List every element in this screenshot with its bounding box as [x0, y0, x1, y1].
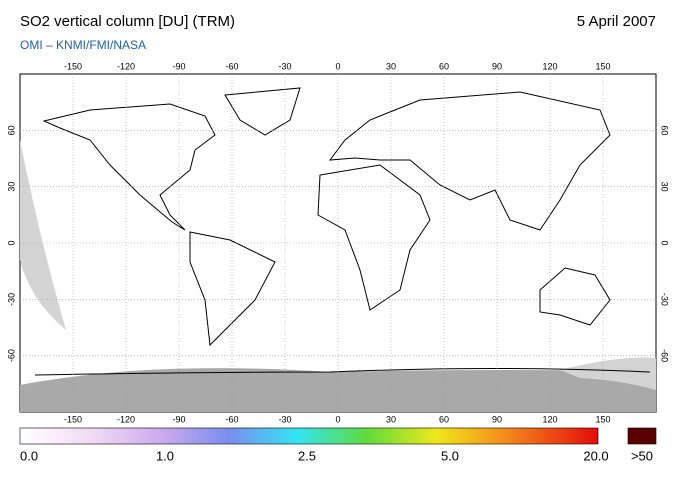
lon-label-bottom: -60 [225, 414, 238, 424]
map [19, 73, 657, 413]
credit: OMI – KNMI/FMI/NASA [20, 38, 146, 52]
coastline [539, 267, 611, 326]
lon-label-bottom: 150 [595, 414, 610, 424]
lon-label-top: 0 [335, 61, 340, 71]
lon-label-top: -90 [172, 61, 185, 71]
colorbar-label: 2.5 [298, 448, 316, 463]
title: SO2 vertical column [DU] (TRM) [20, 13, 235, 30]
lon-label-top: 120 [542, 61, 557, 71]
colorbar [19, 427, 599, 445]
coastline [42, 103, 216, 231]
lat-label-right: -60 [660, 349, 670, 362]
colorbar-overflow-label: >50 [631, 448, 653, 463]
colorbar-overflow [627, 427, 657, 445]
lon-label-top: 150 [595, 61, 610, 71]
lon-label-bottom: -120 [117, 414, 135, 424]
lon-label-top: 90 [492, 61, 502, 71]
coastline [189, 231, 276, 347]
lon-label-bottom: -90 [172, 414, 185, 424]
lon-label-bottom: -30 [278, 414, 291, 424]
lon-label-top: 30 [386, 61, 396, 71]
lon-label-bottom: 120 [542, 414, 557, 424]
lat-label-left: 30 [6, 182, 16, 192]
lat-label-right: -30 [660, 293, 670, 306]
lon-label-bottom: 60 [439, 414, 449, 424]
lon-label-top: 60 [439, 61, 449, 71]
colorbar-label: 0.0 [20, 448, 38, 463]
colorbar-label: 1.0 [156, 448, 174, 463]
lat-label-left: -60 [6, 349, 16, 362]
lon-label-bottom: 0 [335, 414, 340, 424]
date: 5 April 2007 [577, 13, 656, 30]
lat-label-left: -30 [6, 293, 16, 306]
lat-label-right: 0 [660, 240, 670, 245]
coastline [317, 164, 431, 311]
lat-label-right: 30 [660, 182, 670, 192]
lon-label-bottom: 90 [492, 414, 502, 424]
lon-label-top: -150 [64, 61, 82, 71]
lon-label-top: -30 [278, 61, 291, 71]
lon-label-top: -120 [117, 61, 135, 71]
lat-label-right: 60 [660, 125, 670, 135]
lat-label-left: 0 [6, 240, 16, 245]
no-data-region [560, 357, 656, 390]
lon-label-bottom: -150 [64, 414, 82, 424]
colorbar-label: 5.0 [441, 448, 459, 463]
lon-label-top: -60 [225, 61, 238, 71]
coastline [34, 368, 651, 376]
coastline [224, 87, 301, 136]
no-data-region [20, 140, 66, 330]
colorbar-label: 20.0 [583, 448, 608, 463]
lat-label-left: 60 [6, 125, 16, 135]
lon-label-bottom: 30 [386, 414, 396, 424]
